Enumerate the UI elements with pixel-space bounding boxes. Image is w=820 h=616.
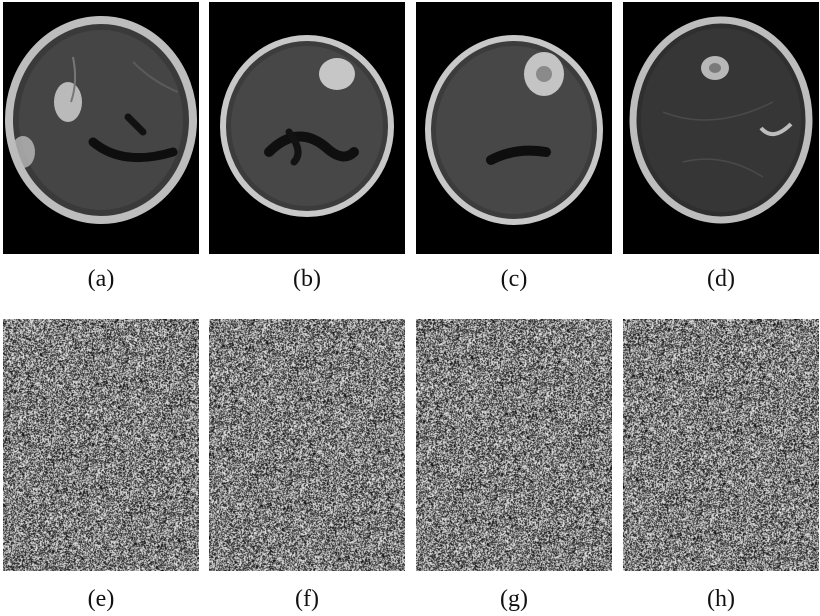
panel-a xyxy=(3,2,199,254)
panel-h xyxy=(623,319,819,571)
panel-f xyxy=(209,319,405,571)
mri-scan-a-graphic xyxy=(3,2,199,254)
caption-d: (d) xyxy=(707,266,735,292)
noise-image-g xyxy=(416,319,612,571)
noise-image-h xyxy=(623,319,819,571)
mri-image-b xyxy=(209,2,405,254)
caption-f: (f) xyxy=(295,586,319,612)
noise-image-f xyxy=(209,319,405,571)
caption-a: (a) xyxy=(87,266,115,292)
noise-canvas-g xyxy=(416,319,612,571)
mri-image-c xyxy=(416,2,612,254)
mri-scan-c-graphic xyxy=(416,2,612,254)
noise-canvas-e xyxy=(3,319,199,571)
caption-g: (g) xyxy=(500,586,528,612)
panel-c xyxy=(416,2,612,254)
noise-canvas-f xyxy=(209,319,405,571)
caption-c: (c) xyxy=(500,266,528,292)
panel-d xyxy=(623,2,819,254)
caption-b: (b) xyxy=(293,266,321,292)
noise-canvas-h xyxy=(623,319,819,571)
mri-scan-d-graphic xyxy=(623,2,819,254)
panel-b xyxy=(209,2,405,254)
panel-g xyxy=(416,319,612,571)
mri-image-a xyxy=(3,2,199,254)
mri-scan-b-graphic xyxy=(209,2,405,254)
noise-image-e xyxy=(3,319,199,571)
caption-e: (e) xyxy=(87,586,115,612)
panel-e xyxy=(3,319,199,571)
caption-h: (h) xyxy=(707,586,735,612)
mri-image-d xyxy=(623,2,819,254)
